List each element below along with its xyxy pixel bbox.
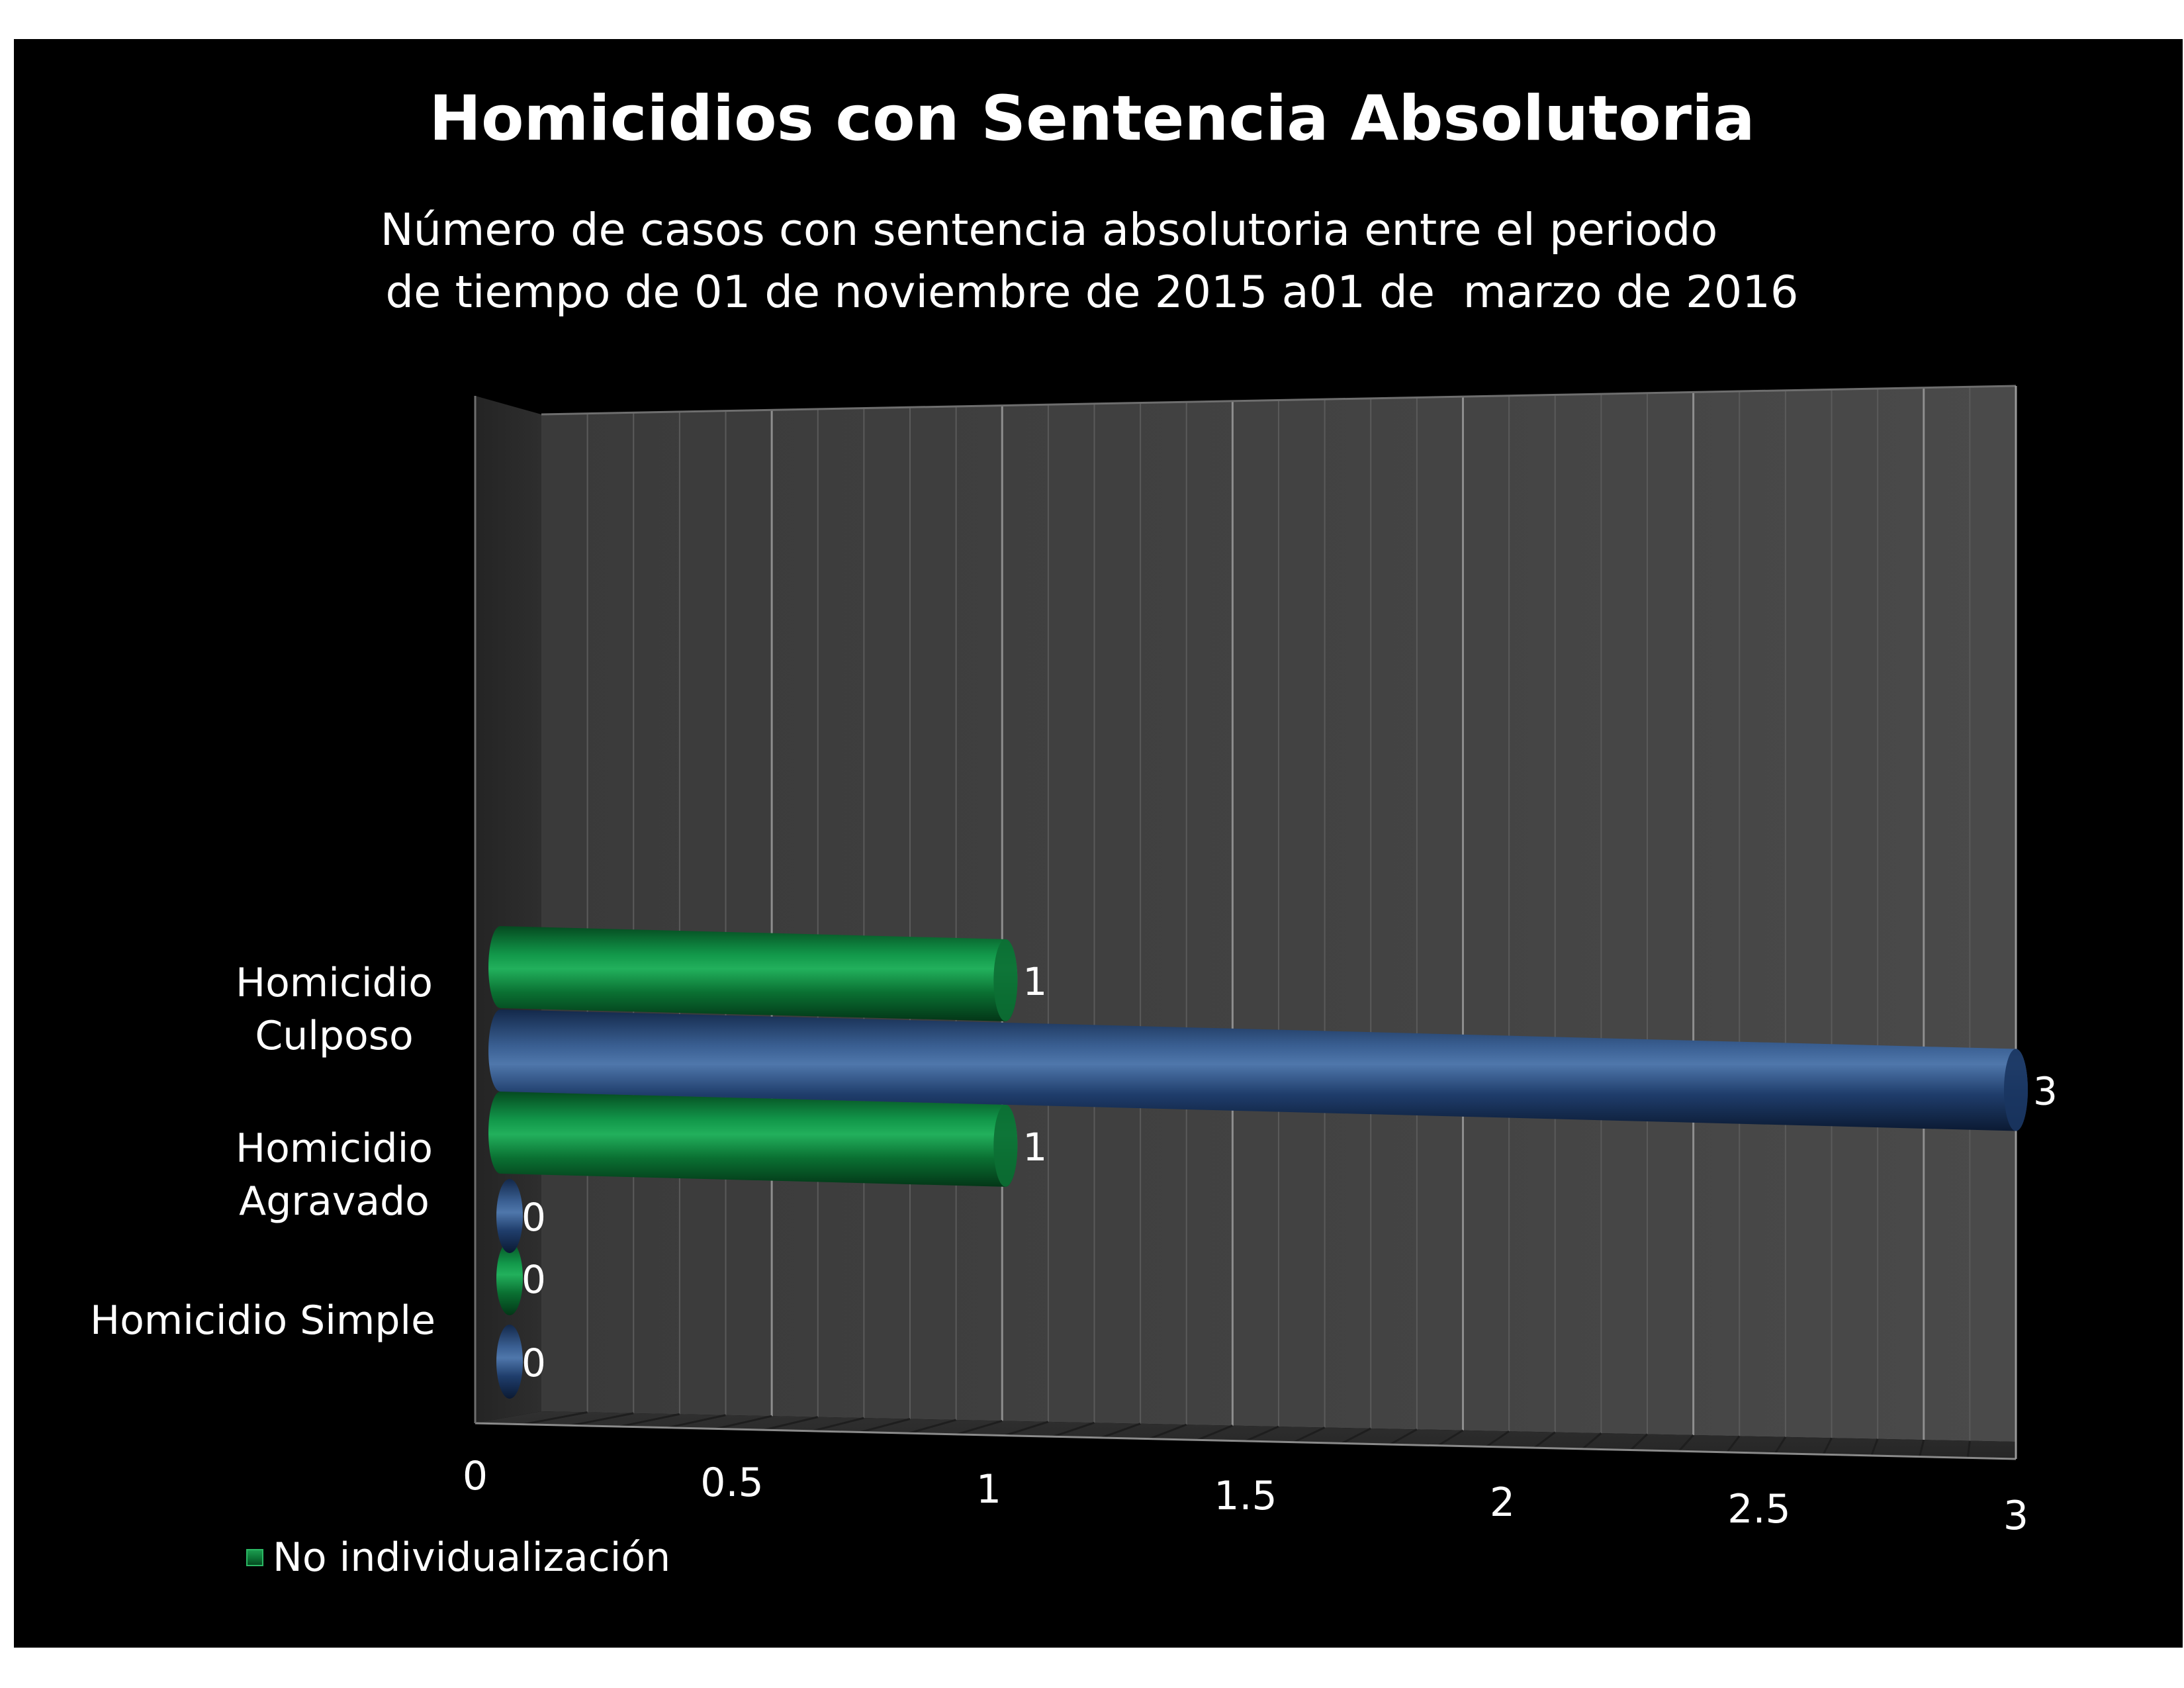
x-tick-label: 3 <box>2003 1493 2028 1539</box>
bar-cap <box>993 1104 1018 1187</box>
x-tick-label: 1.5 <box>1214 1473 1277 1519</box>
bar-green-2 <box>488 926 1018 1021</box>
floor-gridline <box>908 1419 957 1434</box>
category-label: Homicidio <box>236 1125 433 1172</box>
floor-gridline <box>523 1411 588 1426</box>
floor-gridline <box>1919 1439 1925 1457</box>
data-label: 3 <box>2033 1069 2058 1114</box>
value-labels: 0 0 0 1 3 1 <box>522 959 2058 1385</box>
floor-gridline <box>1101 1423 1141 1439</box>
floor-gridline <box>715 1415 772 1430</box>
floor-gridline <box>1774 1436 1787 1454</box>
floor-gridline <box>1245 1425 1279 1442</box>
category-label: Culposo <box>255 1013 413 1059</box>
bar-blue-2 <box>488 1009 2028 1131</box>
floor-gridline <box>1341 1427 1371 1444</box>
floor-gridline <box>1533 1431 1556 1449</box>
back-top-edge <box>541 385 2017 416</box>
floor-gridline <box>1197 1425 1233 1441</box>
floor-gridline <box>860 1418 911 1433</box>
floor-front-edge <box>475 1422 2017 1460</box>
floor-gridline <box>956 1419 1003 1436</box>
legend-label: No individualización <box>273 1534 671 1581</box>
floor-gridline <box>571 1412 634 1427</box>
chart-subtitle-line-2: de tiempo de 01 de noviembre de 2015 a01… <box>385 266 1799 318</box>
x-tick-label: 2 <box>1490 1479 1515 1526</box>
floor-gridline <box>1389 1429 1418 1446</box>
floor-gridline <box>1485 1430 1510 1448</box>
chart-title: Homicidios con Sentencia Absolutoria <box>0 83 2184 155</box>
floor-gridline <box>764 1416 819 1431</box>
floor-gridline <box>1822 1437 1833 1455</box>
floor-gridline <box>811 1417 864 1432</box>
bar-green-1 <box>488 1092 1018 1187</box>
bar-green-0 <box>496 1241 523 1315</box>
floor-gridline <box>1582 1432 1602 1450</box>
floor-gridline <box>1966 1440 1971 1458</box>
category-label: Homicidio Simple <box>90 1297 435 1344</box>
floor-gridline <box>1678 1434 1694 1452</box>
category-label: Agravado <box>239 1178 430 1225</box>
floor-gridline <box>1293 1427 1326 1444</box>
floor-gridline <box>1870 1438 1879 1456</box>
floor-gridline <box>1052 1421 1095 1438</box>
floor <box>475 1411 2016 1459</box>
legend-swatch-green <box>246 1549 263 1566</box>
x-tick-labels: 0 0.5 1 1.5 2 2.5 3 <box>463 1453 2028 1539</box>
floor-gridline <box>1148 1423 1187 1440</box>
data-label: 0 <box>522 1195 546 1240</box>
bar-blue-0 <box>496 1325 523 1399</box>
chart-subtitle: Número de casos con sentencia absolutori… <box>0 199 2184 323</box>
data-label: 0 <box>522 1340 546 1385</box>
floor-gridline <box>1004 1421 1049 1436</box>
bar-cap <box>993 939 1018 1021</box>
floor-gridline <box>667 1414 726 1429</box>
floor-gridline <box>1629 1433 1649 1451</box>
legend: No individualización <box>246 1534 670 1581</box>
category-label: Homicidio <box>236 960 433 1006</box>
x-tick-label: 1 <box>976 1466 1001 1513</box>
bar-blue-1 <box>496 1179 523 1253</box>
x-tick-label: 0 <box>463 1453 488 1499</box>
chart-subtitle-line-1: Número de casos con sentencia absolutori… <box>380 204 1718 256</box>
floor-gridline <box>1437 1429 1464 1447</box>
x-tick-label: 0.5 <box>700 1460 763 1506</box>
chart-title-text: Homicidios con Sentencia Absolutoria <box>429 83 1755 155</box>
data-label: 0 <box>522 1257 546 1302</box>
floor-gridline <box>619 1413 680 1428</box>
data-label: 1 <box>1023 959 1047 1004</box>
bars <box>488 926 2028 1399</box>
gridlines <box>523 387 1971 1458</box>
bar-cap <box>2004 1049 2028 1131</box>
floor-gridline <box>1726 1435 1741 1453</box>
data-label: 1 <box>1023 1125 1047 1170</box>
x-tick-label: 2.5 <box>1727 1486 1790 1532</box>
category-labels: Homicidio Simple Homicidio Agravado Homicid… <box>90 960 435 1344</box>
